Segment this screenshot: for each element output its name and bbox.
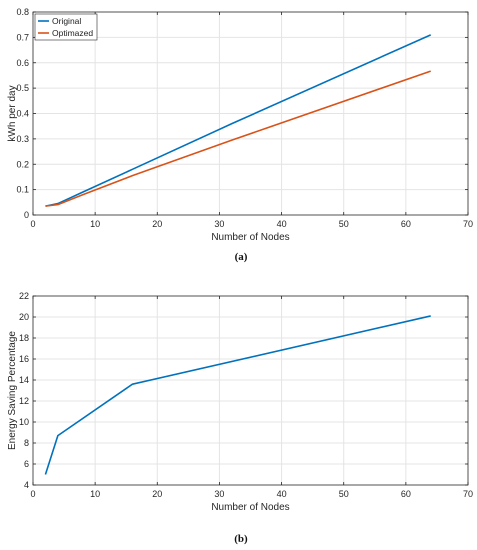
- x-tick-label: 0: [30, 219, 35, 229]
- x-tick-label: 10: [90, 219, 100, 229]
- y-tick-label: 0.6: [16, 58, 29, 68]
- chart-a: 0 10 20 30 40 50 60 70 0 0.1 0.2 0.3 0.4 0.5 0.6 0.7 0.8…: [7, 7, 473, 263]
- caption-a: (a): [235, 251, 248, 263]
- series-line-original: [45, 34, 432, 207]
- y-tick-label: 22: [19, 291, 29, 301]
- x-tick-label: 70: [463, 489, 473, 499]
- y-tick-label: 0.4: [16, 109, 29, 119]
- plot-frame-b: [32, 295, 469, 486]
- y-tick-label: 0.3: [16, 134, 29, 144]
- x-tick-label: 60: [401, 489, 411, 499]
- x-tick-label: 20: [152, 489, 162, 499]
- y-tick-label: 4: [24, 480, 29, 490]
- y-tick-label: 0.7: [16, 32, 29, 42]
- x-tick-label: 30: [214, 489, 224, 499]
- y-tick-label: 18: [19, 333, 29, 343]
- y-tick-label: 0.2: [16, 159, 29, 169]
- x-tick-label: 60: [401, 219, 411, 229]
- x-tick-label: 0: [30, 489, 35, 499]
- y-tick-label: 0.1: [16, 185, 29, 195]
- y-tick-label: 14: [19, 375, 29, 385]
- y-axis-label-b: Energy Saving Percentage: [7, 331, 18, 450]
- y-tick-label: 8: [24, 438, 29, 448]
- y-tick-label: 0.5: [16, 83, 29, 93]
- x-tick-label: 30: [214, 219, 224, 229]
- x-tick-label: 70: [463, 219, 473, 229]
- x-axis-label-a: Number of Nodes: [211, 232, 289, 243]
- x-tick-label: 50: [339, 219, 349, 229]
- y-tick-label: 20: [19, 312, 29, 322]
- x-tick-label: 40: [277, 489, 287, 499]
- legend-label-optimazed: Optimazed: [52, 28, 93, 38]
- y-tick-label: 16: [19, 354, 29, 364]
- series-line-energy-saving: [44, 315, 431, 475]
- x-tick-label: 10: [90, 489, 100, 499]
- x-tick-label: 50: [339, 489, 349, 499]
- y-tick-label: 6: [24, 459, 29, 469]
- y-tick-label: 12: [19, 396, 29, 406]
- y-tick-label: 10: [19, 417, 29, 427]
- y-axis-label-a: kWh per day: [7, 85, 18, 141]
- x-tick-label: 40: [277, 219, 287, 229]
- caption-b: (b): [234, 533, 248, 545]
- x-tick-label: 20: [152, 219, 162, 229]
- series-line-optimazed: [45, 70, 431, 207]
- y-tick-label: 0.8: [16, 7, 29, 17]
- y-tick-label: 0: [24, 210, 29, 220]
- x-axis-label-b: Number of Nodes: [211, 502, 289, 513]
- legend-a: Original Optimazed: [34, 13, 98, 41]
- chart-b: 0 10 20 30 40 50 60 70 4 6 8 10 12 14 16 18 20 22 Number …: [7, 291, 473, 545]
- legend-label-original: Original: [52, 16, 81, 26]
